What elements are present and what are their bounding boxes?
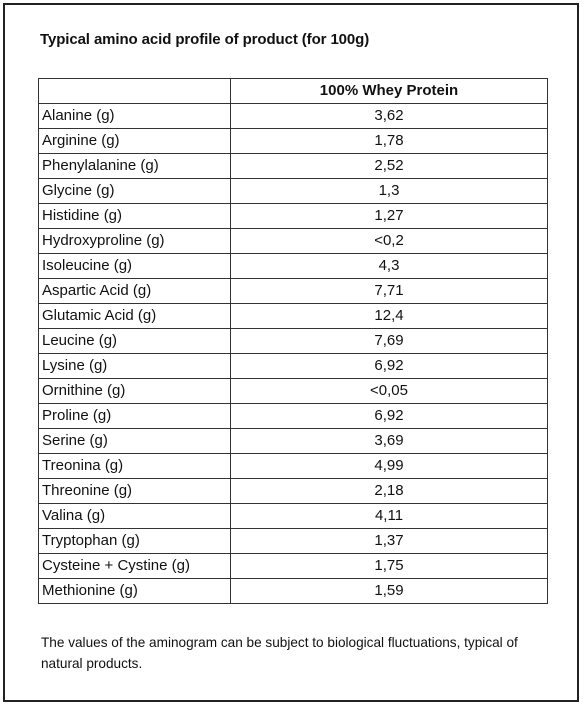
amino-acid-value: 1,37 [230, 528, 548, 554]
amino-acid-name: Threonine (g) [38, 478, 231, 504]
table-row: Tryptophan (g) 1,37 [38, 528, 548, 554]
table-row: Alanine (g) 3,62 [38, 103, 548, 129]
amino-acid-value: 4,3 [230, 253, 548, 279]
amino-acid-value: 2,52 [230, 153, 548, 179]
table-body: Alanine (g) 3,62 Arginine (g) 1,78 Phenylala… [38, 103, 548, 604]
amino-acid-value: 4,11 [230, 503, 548, 529]
amino-acid-name: Tryptophan (g) [38, 528, 231, 554]
amino-acid-value: 4,99 [230, 453, 548, 479]
table-row: Lysine (g) 6,92 [38, 353, 548, 379]
table-row: Hydroxyproline (g) <0,2 [38, 228, 548, 254]
amino-acid-name: Hydroxyproline (g) [38, 228, 231, 254]
amino-acid-name: Serine (g) [38, 428, 231, 454]
header-product: 100% Whey Protein [230, 78, 548, 104]
amino-acid-value: 3,69 [230, 428, 548, 454]
amino-acid-value: 2,18 [230, 478, 548, 504]
amino-acid-name: Glycine (g) [38, 178, 231, 204]
amino-acid-name: Treonina (g) [38, 453, 231, 479]
table-row: Phenylalanine (g) 2,52 [38, 153, 548, 179]
header-empty-cell [38, 78, 231, 104]
amino-acid-value: 1,78 [230, 128, 548, 154]
table-row: Treonina (g) 4,99 [38, 453, 548, 479]
table-row: Aspartic Acid (g) 7,71 [38, 278, 548, 304]
table-header-row: 100% Whey Protein [38, 78, 548, 104]
amino-acid-value: 1,27 [230, 203, 548, 229]
amino-acid-table: 100% Whey Protein Alanine (g) 3,62 Arginin… [38, 78, 548, 604]
document-frame [3, 3, 579, 702]
amino-acid-name: Valina (g) [38, 503, 231, 529]
amino-acid-value: <0,05 [230, 378, 548, 404]
table-row: Histidine (g) 1,27 [38, 203, 548, 229]
footnote: The values of the aminogram can be subje… [41, 635, 518, 671]
table-row: Methionine (g) 1,59 [38, 578, 548, 604]
table-row: Serine (g) 3,69 [38, 428, 548, 454]
table-row: Proline (g) 6,92 [38, 403, 548, 429]
amino-acid-name: Aspartic Acid (g) [38, 278, 231, 304]
page-title: Typical amino acid profile of product (f… [40, 31, 370, 48]
table-row: Ornithine (g) <0,05 [38, 378, 548, 404]
amino-acid-name: Proline (g) [38, 403, 231, 429]
amino-acid-name: Phenylalanine (g) [38, 153, 231, 179]
table-row: Leucine (g) 7,69 [38, 328, 548, 354]
amino-acid-name: Leucine (g) [38, 328, 231, 354]
table-row: Isoleucine (g) 4,3 [38, 253, 548, 279]
table-row: Threonine (g) 2,18 [38, 478, 548, 504]
amino-acid-value: 3,62 [230, 103, 548, 129]
table-row: Valina (g) 4,11 [38, 503, 548, 529]
amino-acid-name: Methionine (g) [38, 578, 231, 604]
amino-acid-value: <0,2 [230, 228, 548, 254]
amino-acid-name: Glutamic Acid (g) [38, 303, 231, 329]
amino-acid-name: Alanine (g) [38, 103, 231, 129]
table-row: Cysteine + Cystine (g) 1,75 [38, 553, 548, 579]
amino-acid-name: Lysine (g) [38, 353, 231, 379]
amino-acid-value: 6,92 [230, 353, 548, 379]
amino-acid-value: 7,71 [230, 278, 548, 304]
amino-acid-value: 1,75 [230, 553, 548, 579]
table-row: Glutamic Acid (g) 12,4 [38, 303, 548, 329]
amino-acid-name: Ornithine (g) [38, 378, 231, 404]
table-row: Glycine (g) 1,3 [38, 178, 548, 204]
amino-acid-value: 12,4 [230, 303, 548, 329]
amino-acid-name: Histidine (g) [38, 203, 231, 229]
table-row: Arginine (g) 1,78 [38, 128, 548, 154]
amino-acid-value: 1,59 [230, 578, 548, 604]
amino-acid-name: Arginine (g) [38, 128, 231, 154]
amino-acid-name: Isoleucine (g) [38, 253, 231, 279]
amino-acid-value: 1,3 [230, 178, 548, 204]
amino-acid-value: 7,69 [230, 328, 548, 354]
amino-acid-name: Cysteine + Cystine (g) [38, 553, 231, 579]
amino-acid-value: 6,92 [230, 403, 548, 429]
